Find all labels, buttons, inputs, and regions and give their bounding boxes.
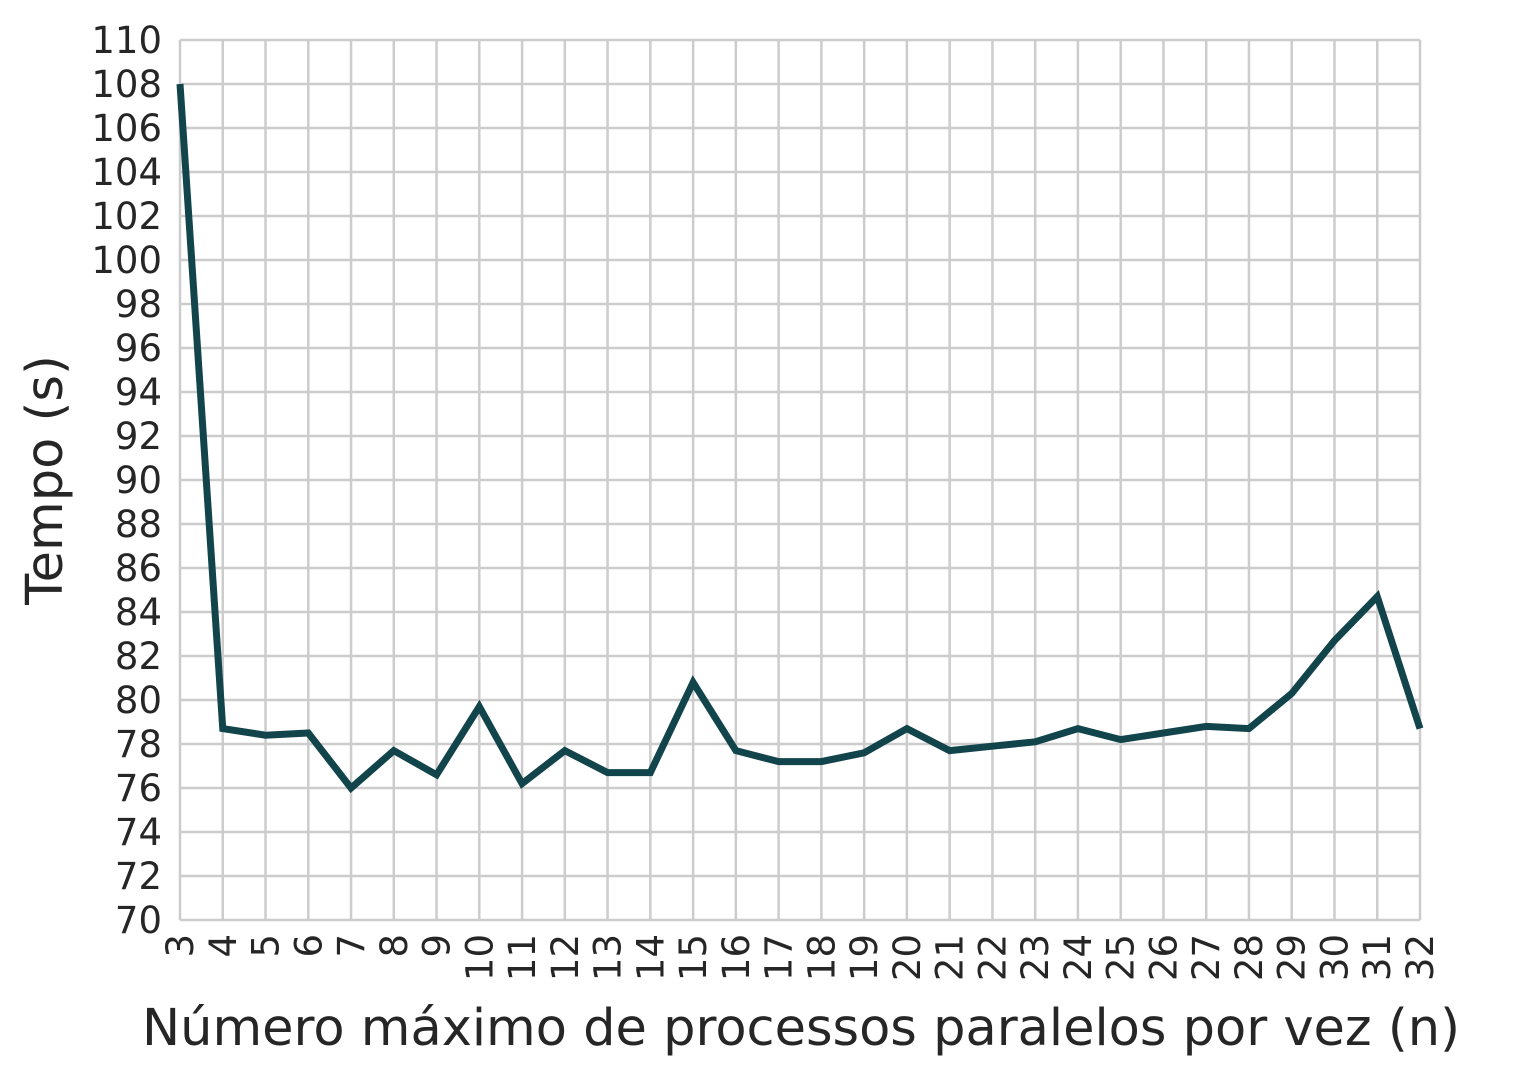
x-tick-label: 21 bbox=[929, 934, 972, 981]
series-group bbox=[176, 83, 1424, 794]
x-tick-label: 8 bbox=[373, 934, 416, 958]
y-tick-label: 80 bbox=[115, 679, 162, 722]
x-tick-label: 31 bbox=[1356, 934, 1399, 981]
x-tick-label: 9 bbox=[416, 934, 459, 958]
y-tick-label: 100 bbox=[91, 239, 162, 282]
x-tick-label: 29 bbox=[1271, 934, 1314, 981]
x-tick-label: 10 bbox=[458, 934, 501, 981]
x-tick-label: 26 bbox=[1142, 934, 1185, 981]
y-tick-label: 104 bbox=[91, 151, 162, 194]
y-tick-label: 106 bbox=[91, 107, 162, 150]
y-tick-label: 96 bbox=[115, 327, 162, 370]
x-tick-label: 3 bbox=[159, 934, 202, 958]
x-tick-label: 27 bbox=[1185, 934, 1228, 981]
y-tick-label: 92 bbox=[115, 415, 162, 458]
x-tick-label: 22 bbox=[971, 934, 1014, 981]
x-tick-label: 24 bbox=[1057, 934, 1100, 981]
y-tick-label: 70 bbox=[115, 899, 162, 942]
series-line bbox=[176, 83, 1424, 794]
y-tick-label: 94 bbox=[115, 371, 162, 414]
y-tick-label: 88 bbox=[115, 503, 162, 546]
y-axis-label: Tempo (s) bbox=[16, 355, 75, 606]
x-tick-label: 7 bbox=[330, 934, 373, 958]
x-tick-label: 17 bbox=[758, 934, 801, 981]
x-axis-ticks: 3 4 5 6 7 8 9 10 11 12 13 14 15 16 17 18 19 20 21 22 23 24 25 2… bbox=[159, 934, 1442, 981]
y-tick-label: 102 bbox=[91, 195, 162, 238]
x-tick-label: 4 bbox=[202, 934, 245, 958]
x-tick-label: 20 bbox=[886, 934, 929, 981]
y-tick-label: 110 bbox=[91, 19, 162, 62]
x-tick-label: 15 bbox=[672, 934, 715, 981]
y-axis-ticks: 7072747678808284868890929496981001021041… bbox=[91, 19, 162, 942]
x-axis-label: Número máximo de processos paralelos por… bbox=[142, 999, 1460, 1058]
x-tick-label: 32 bbox=[1399, 934, 1442, 981]
grid bbox=[178, 38, 1422, 922]
x-tick-label: 18 bbox=[800, 934, 843, 981]
y-tick-label: 84 bbox=[115, 591, 162, 634]
x-tick-label: 19 bbox=[843, 934, 886, 981]
y-tick-label: 86 bbox=[115, 547, 162, 590]
y-tick-label: 108 bbox=[91, 63, 162, 106]
y-tick-label: 76 bbox=[115, 767, 162, 810]
y-tick-label: 98 bbox=[115, 283, 162, 326]
x-tick-label: 6 bbox=[287, 934, 330, 958]
x-tick-label: 13 bbox=[587, 934, 630, 981]
x-tick-label: 23 bbox=[1014, 934, 1057, 981]
x-tick-label: 25 bbox=[1100, 934, 1143, 981]
x-tick-label: 30 bbox=[1313, 934, 1356, 981]
x-tick-label: 14 bbox=[629, 934, 672, 981]
x-tick-label: 11 bbox=[501, 934, 544, 981]
x-tick-label: 28 bbox=[1228, 934, 1271, 981]
y-tick-label: 74 bbox=[115, 811, 162, 854]
y-tick-label: 90 bbox=[115, 459, 162, 502]
x-tick-label: 16 bbox=[715, 934, 758, 981]
y-tick-label: 82 bbox=[115, 635, 162, 678]
x-tick-label: 12 bbox=[544, 934, 587, 981]
x-tick-label: 5 bbox=[245, 934, 288, 958]
y-tick-label: 72 bbox=[115, 855, 162, 898]
y-tick-label: 78 bbox=[115, 723, 162, 766]
